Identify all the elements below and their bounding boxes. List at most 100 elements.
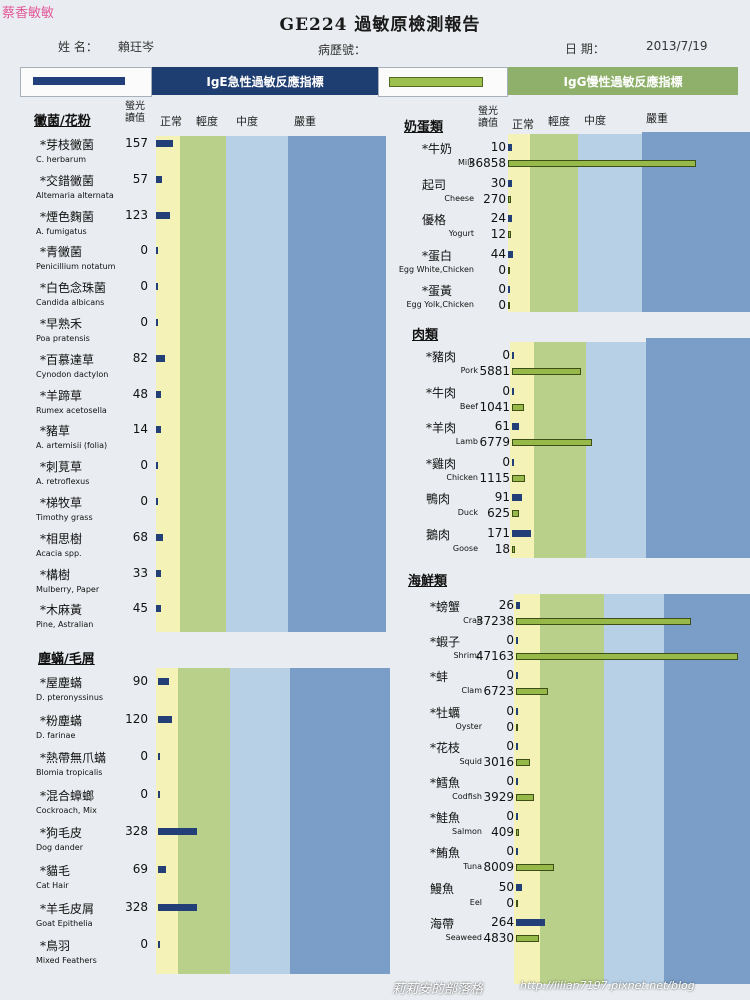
- igg-bar: [508, 195, 511, 203]
- reading-value: 48: [132, 386, 148, 401]
- ige-bar: [508, 215, 512, 222]
- ige-bar: [512, 387, 514, 395]
- igg-reading-value: 409: [491, 825, 514, 840]
- igg-legend-swatch-box: [378, 67, 508, 97]
- ige-reading-value: 0: [502, 383, 510, 398]
- igg-bar: [512, 474, 525, 482]
- ige-legend-swatch-box: [20, 67, 152, 97]
- reading-value: 0: [140, 458, 148, 473]
- allergen-name: *粉塵蟎: [40, 713, 83, 728]
- allergen-name: *熱帶無爪蟎: [40, 751, 107, 766]
- ige-reading-value: 61: [494, 419, 510, 433]
- ige-bar: [156, 569, 161, 577]
- allergen-name: *交錯黴菌: [40, 173, 95, 188]
- igg-bar: [508, 160, 696, 167]
- allergen-name: *蛋黃: [422, 284, 453, 298]
- allergen-latin-name: D. farinae: [36, 730, 76, 740]
- reading-value: 0: [140, 243, 148, 258]
- col-moderate-left: 中度: [236, 115, 258, 128]
- ige-bar: [158, 941, 160, 949]
- ige-bar: [508, 250, 513, 258]
- ige-legend-label: IgE急性過敏反應指標: [152, 67, 378, 95]
- band-normal-milk: [508, 134, 530, 312]
- reading-value: 69: [132, 862, 148, 876]
- ige-bar: [156, 211, 170, 219]
- allergen-english-name: Shrimp: [453, 651, 482, 661]
- allergen-name: *羊肉: [426, 421, 457, 435]
- igg-bar: [512, 368, 581, 375]
- allergen-name: *刺莧草: [40, 460, 83, 475]
- ige-bar: [158, 678, 169, 685]
- band-moderate-mites: [230, 668, 290, 974]
- allergen-name: *混合蟑螂: [40, 788, 95, 803]
- allergen-latin-name: Poa pratensis: [36, 334, 90, 343]
- allergen-english-name: Clam: [461, 686, 482, 696]
- ige-bar: [156, 533, 163, 541]
- col-severe-left: 嚴重: [294, 115, 316, 128]
- igg-bar: [512, 439, 592, 446]
- reading-value: 14: [132, 422, 148, 437]
- ige-bar: [156, 426, 161, 434]
- ige-legend-swatch: [33, 77, 125, 85]
- reading-value: 0: [140, 315, 148, 329]
- ige-bar: [156, 319, 158, 326]
- allergen-name: *芽枝黴菌: [40, 138, 95, 152]
- col-mild-left: 輕度: [196, 115, 218, 128]
- allergen-name: *鮭魚: [430, 811, 461, 826]
- allergen-name: *蝦子: [430, 635, 461, 650]
- ige-bar: [156, 175, 162, 183]
- allergen-name: *鳥羽: [40, 939, 71, 954]
- ige-bar: [158, 753, 160, 761]
- ige-bar: [156, 498, 158, 505]
- reading-value: 328: [125, 899, 148, 914]
- ige-reading-value: 0: [506, 774, 514, 788]
- col-severe-right: 嚴重: [646, 112, 668, 125]
- allergen-name: *構樹: [40, 567, 71, 582]
- allergen-latin-name: Altemaria alternata: [36, 190, 114, 200]
- ige-reading-value: 91: [494, 490, 510, 504]
- igg-reading-value: 1115: [479, 470, 510, 485]
- reading-value: 120: [125, 711, 148, 726]
- band-normal-mites: [156, 668, 178, 974]
- ige-reading-value: 0: [502, 454, 510, 469]
- allergen-name: *雞肉: [426, 456, 457, 471]
- allergen-name: *羊毛皮屑: [40, 901, 95, 916]
- allergen-english-name: Crab: [463, 616, 482, 625]
- report-title: GE224 過敏原檢測報告: [279, 15, 481, 35]
- allergen-name: 鰻魚: [430, 881, 455, 896]
- ige-reading-value: 0: [506, 809, 514, 824]
- igg-reading-value: 36858: [467, 156, 506, 170]
- ige-bar: [156, 605, 161, 613]
- patient-name-label: 姓 名：: [58, 40, 98, 54]
- allergen-english-name: Salmon: [452, 827, 482, 837]
- igg-reading-value: 47163: [475, 649, 514, 664]
- allergen-latin-name: D. pteronyssinus: [36, 693, 104, 702]
- igg-reading-value: 0: [506, 895, 514, 910]
- allergen-latin-name: Blomia tropicalis: [36, 768, 103, 778]
- allergen-latin-name: A. fumigatus: [36, 226, 87, 236]
- reading-value: 57: [132, 171, 148, 186]
- footer-blog-name: 莉莉安的部落格: [392, 982, 484, 997]
- band-severe-meat: [646, 338, 750, 558]
- allergen-english-name: Lamb: [455, 437, 478, 446]
- allergen-latin-name: Mulberry, Paper: [36, 584, 100, 594]
- reading-value: 0: [140, 749, 148, 764]
- igg-reading-value: 6723: [483, 684, 514, 699]
- igg-reading-value: 270: [483, 191, 506, 206]
- ige-bar: [508, 286, 510, 293]
- band-normal-mold: [156, 136, 180, 632]
- ige-bar: [158, 828, 197, 836]
- igg-reading-value: 625: [487, 506, 510, 520]
- band-moderate-meat: [586, 342, 646, 558]
- band-severe-milk: [642, 132, 750, 312]
- ige-bar: [516, 848, 518, 856]
- igg-reading-value: 6779: [479, 435, 510, 449]
- igg-bar: [516, 618, 691, 625]
- ige-bar: [156, 354, 165, 362]
- footer-blog-url: http://lilian7197.pixnet.net/blog: [520, 979, 695, 992]
- igg-reading-value: 18: [494, 541, 510, 556]
- ige-reading-value: 26: [498, 598, 514, 612]
- allergen-name: *貓毛: [40, 864, 71, 878]
- allergen-english-name: Cheese: [444, 193, 474, 203]
- allergen-latin-name: Timothy grass: [36, 513, 93, 522]
